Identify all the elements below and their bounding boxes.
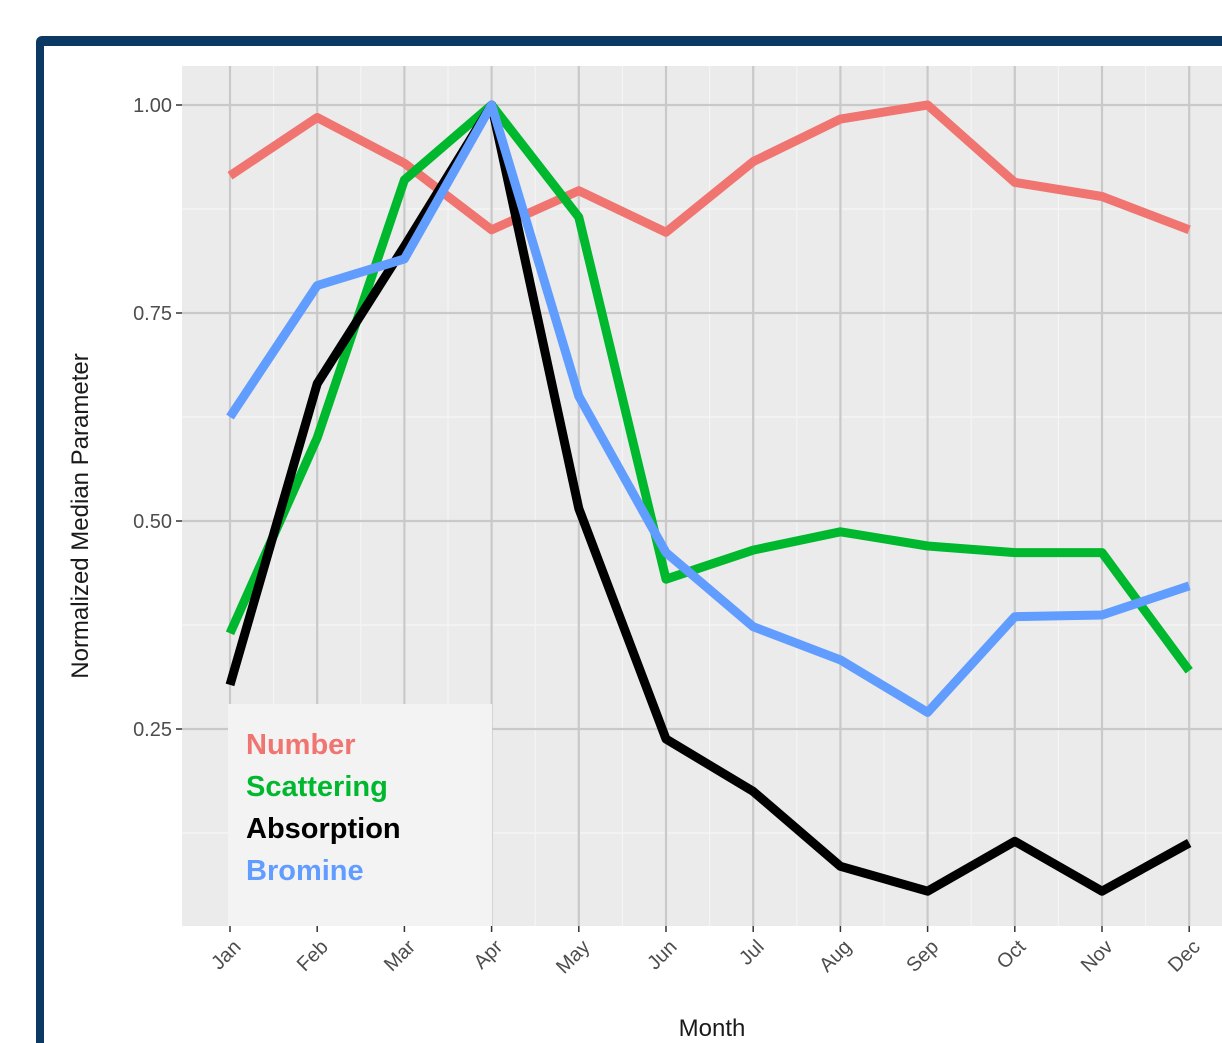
legend-box [228, 704, 492, 926]
x-tick-label: Jul [735, 936, 769, 970]
x-tick-label: Nov [1077, 936, 1118, 977]
x-tick-label: Oct [993, 936, 1031, 974]
chart-panel: Number Scattering Absorption Bromine 0.25 0.… [44, 46, 1222, 1043]
legend-entry-number: Number [246, 729, 356, 761]
legend-entry-absorption: Absorption [246, 813, 401, 845]
y-tick-label: 1.00 [133, 95, 172, 117]
x-tick-label: Apr [470, 936, 508, 974]
x-axis-title: Month [679, 1015, 746, 1042]
legend-entry-scattering: Scattering [246, 771, 388, 803]
series-line-number [227, 100, 1191, 237]
x-tick-label: Dec [1164, 936, 1205, 977]
x-tick-label: Feb [293, 936, 333, 976]
y-axis-title: Normalized Median Parameter [67, 353, 94, 678]
series-line-bromine [226, 100, 1191, 717]
series-line-absorption [225, 100, 1192, 896]
x-tick-label: Jan [207, 936, 245, 974]
y-tick-label: 0.75 [133, 303, 172, 325]
series-line-scattering [225, 100, 1193, 674]
y-tick-label: 0.25 [133, 719, 172, 741]
x-tick-label: Sep [902, 936, 943, 977]
y-tick-label: 0.50 [133, 511, 172, 533]
legend-entry-bromine: Bromine [246, 855, 364, 887]
x-tick-label: May [552, 936, 594, 978]
x-tick-label: Mar [380, 936, 420, 976]
x-tick-label: Jun [643, 936, 681, 974]
line-chart: Number Scattering Absorption Bromine 0.25 0.… [67, 66, 1222, 1042]
x-tick-label: Aug [815, 936, 856, 977]
